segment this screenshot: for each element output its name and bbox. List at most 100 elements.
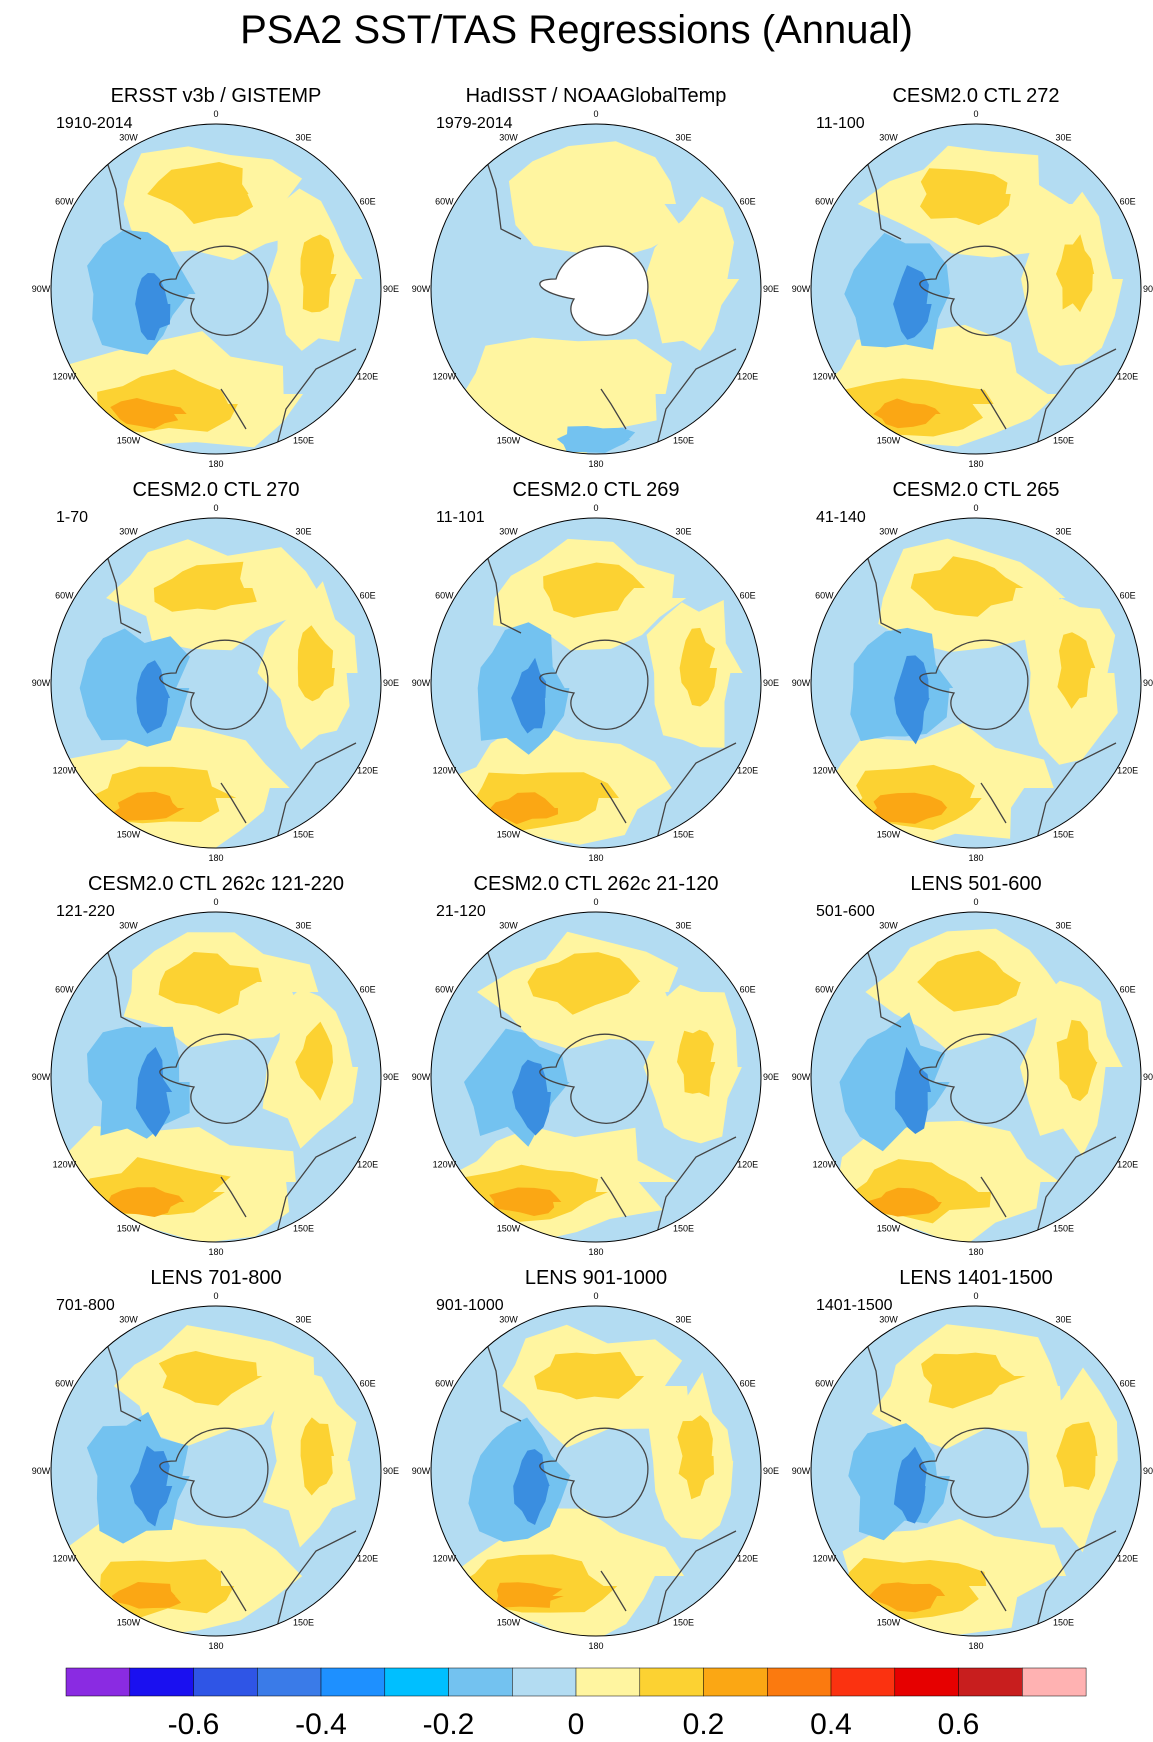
longitude-label: 150E xyxy=(293,436,314,446)
colorbar-swatch xyxy=(320,1667,386,1697)
polar-map: 0 30E 60E 90E 120E 150E 180 150W 120W 90W 60W 30W xyxy=(412,109,779,469)
longitude-label: 60W xyxy=(55,197,74,207)
longitude-label: 0 xyxy=(973,897,978,907)
colorbar-tick-label: -0.2 xyxy=(423,1708,475,1741)
colorbar-swatch xyxy=(703,1667,768,1697)
panel-title: CESM2.0 CTL 270 xyxy=(132,479,300,501)
longitude-label: 30W xyxy=(499,132,518,142)
antarctica-coastline xyxy=(159,245,269,336)
map-panel: LENS 701-800 0 30E 60E 90E 120E 150E 180 150W 120… xyxy=(26,1266,406,1661)
longitude-label: 120W xyxy=(433,1160,457,1170)
longitude-label: 60E xyxy=(740,1379,756,1389)
panel-title: ERSST v3b / GISTEMP xyxy=(110,85,322,107)
longitude-label: 30E xyxy=(295,132,311,142)
map-boundary xyxy=(50,123,382,455)
colorbar-swatch xyxy=(958,1667,1023,1697)
longitude-label: 60E xyxy=(740,591,756,601)
longitude-label: 90W xyxy=(412,678,431,688)
polar-map: 0 30E 60E 90E 120E 150E 180 150W 120W 90W 60W 30W xyxy=(412,897,779,1257)
longitude-label: 60W xyxy=(435,985,454,995)
longitude-label: 0 xyxy=(213,503,218,513)
panel-title: CESM2.0 CTL 262c 121-220 xyxy=(87,873,345,895)
longitude-label: 60E xyxy=(360,985,376,995)
colorbar-swatch xyxy=(830,1667,896,1697)
map-panel: CESM2.0 CTL 270 0 30E 60E 90E 120E 150E 180 150W… xyxy=(26,478,406,873)
longitude-label: 150W xyxy=(497,1618,521,1628)
longitude-label: 150W xyxy=(497,436,521,446)
antarctica-coastline xyxy=(919,1427,1029,1518)
longitude-label: 150W xyxy=(117,830,141,840)
longitude-label: 90W xyxy=(32,1466,51,1476)
map-panel: CESM2.0 CTL 269 0 30E 60E 90E 120E 150E 180 150W… xyxy=(406,478,786,873)
panel-period: 41-140 xyxy=(816,509,866,526)
panel-title: LENS 901-1000 xyxy=(524,1267,668,1289)
longitude-label: 90W xyxy=(32,284,51,294)
colorbar-tick-label: 0 xyxy=(568,1708,585,1741)
longitude-label: 150W xyxy=(877,436,901,446)
longitude-label: 30W xyxy=(119,920,138,930)
longitude-label: 30E xyxy=(295,526,311,536)
longitude-label: 30E xyxy=(1055,920,1071,930)
panel-title: LENS 701-800 xyxy=(150,1267,282,1289)
longitude-label: 60W xyxy=(55,1379,74,1389)
map-boundary xyxy=(430,911,762,1243)
longitude-label: 60E xyxy=(360,591,376,601)
polar-map: 0 30E 60E 90E 120E 150E 180 150W 120W 90W 60W 30W xyxy=(32,1291,399,1651)
longitude-label: 180 xyxy=(588,1641,603,1651)
map-panel: CESM2.0 CTL 272 0 30E 60E 90E 120E 150E 180 150W… xyxy=(786,84,1153,479)
panel-period: 701-800 xyxy=(56,1297,115,1314)
longitude-label: 60E xyxy=(1120,591,1136,601)
longitude-label: 150E xyxy=(1053,830,1074,840)
longitude-label: 120W xyxy=(813,766,837,776)
map-panel: ERSST v3b / GISTEMP 0 30E 60E 90E 120E 150E 180… xyxy=(26,84,406,479)
longitude-label: 120W xyxy=(433,1554,457,1564)
longitude-label: 0 xyxy=(593,109,598,119)
polar-map: 0 30E 60E 90E 120E 150E 180 150W 120W 90W 60W 30W xyxy=(32,109,399,469)
longitude-label: 90E xyxy=(383,678,399,688)
longitude-label: 60E xyxy=(1120,197,1136,207)
colorbar-swatch xyxy=(257,1667,322,1697)
longitude-label: 150E xyxy=(293,1618,314,1628)
panel-period: 1401-1500 xyxy=(816,1297,893,1314)
polar-map: 0 30E 60E 90E 120E 150E 180 150W 120W 90W 60W 30W xyxy=(792,109,1153,469)
longitude-label: 150E xyxy=(673,436,694,446)
longitude-label: 60W xyxy=(55,985,74,995)
longitude-label: 150W xyxy=(117,1224,141,1234)
longitude-label: 120W xyxy=(53,1554,77,1564)
longitude-label: 120E xyxy=(737,372,758,382)
longitude-label: 0 xyxy=(973,1291,978,1301)
longitude-label: 120E xyxy=(357,1160,378,1170)
longitude-label: 150E xyxy=(1053,436,1074,446)
longitude-label: 150W xyxy=(497,1224,521,1234)
longitude-label: 30W xyxy=(499,920,518,930)
map-boundary xyxy=(810,1305,1142,1637)
longitude-label: 30W xyxy=(879,132,898,142)
longitude-label: 90E xyxy=(763,1072,779,1082)
longitude-label: 180 xyxy=(208,1641,223,1651)
longitude-label: 0 xyxy=(593,1291,598,1301)
longitude-label: 150W xyxy=(877,830,901,840)
antarctica-coastline xyxy=(539,639,649,730)
panel-period: 21-120 xyxy=(436,903,486,920)
colorbar-swatch xyxy=(193,1667,258,1697)
colorbar-swatch xyxy=(1022,1667,1087,1697)
map-panel: CESM2.0 CTL 262c 21-120 0 30E 60E 90E 120E 150… xyxy=(406,872,786,1267)
longitude-label: 30E xyxy=(675,526,691,536)
colorbar-tick-label: 0.4 xyxy=(810,1708,852,1741)
longitude-label: 180 xyxy=(208,853,223,863)
colorbar-swatch xyxy=(129,1667,194,1697)
longitude-label: 120E xyxy=(357,372,378,382)
map-boundary xyxy=(50,1305,382,1637)
antarctica-coastline xyxy=(919,1033,1029,1124)
longitude-label: 150W xyxy=(877,1224,901,1234)
map-boundary xyxy=(810,123,1142,455)
longitude-label: 30E xyxy=(675,1314,691,1324)
map-boundary xyxy=(430,1305,762,1637)
longitude-label: 120W xyxy=(813,1160,837,1170)
longitude-label: 60E xyxy=(740,985,756,995)
map-boundary xyxy=(810,911,1142,1243)
map-panel: CESM2.0 CTL 262c 121-220 0 30E 60E 90E 120E 15… xyxy=(26,872,406,1267)
longitude-label: 90E xyxy=(763,678,779,688)
longitude-label: 150W xyxy=(117,436,141,446)
longitude-label: 30E xyxy=(1055,132,1071,142)
